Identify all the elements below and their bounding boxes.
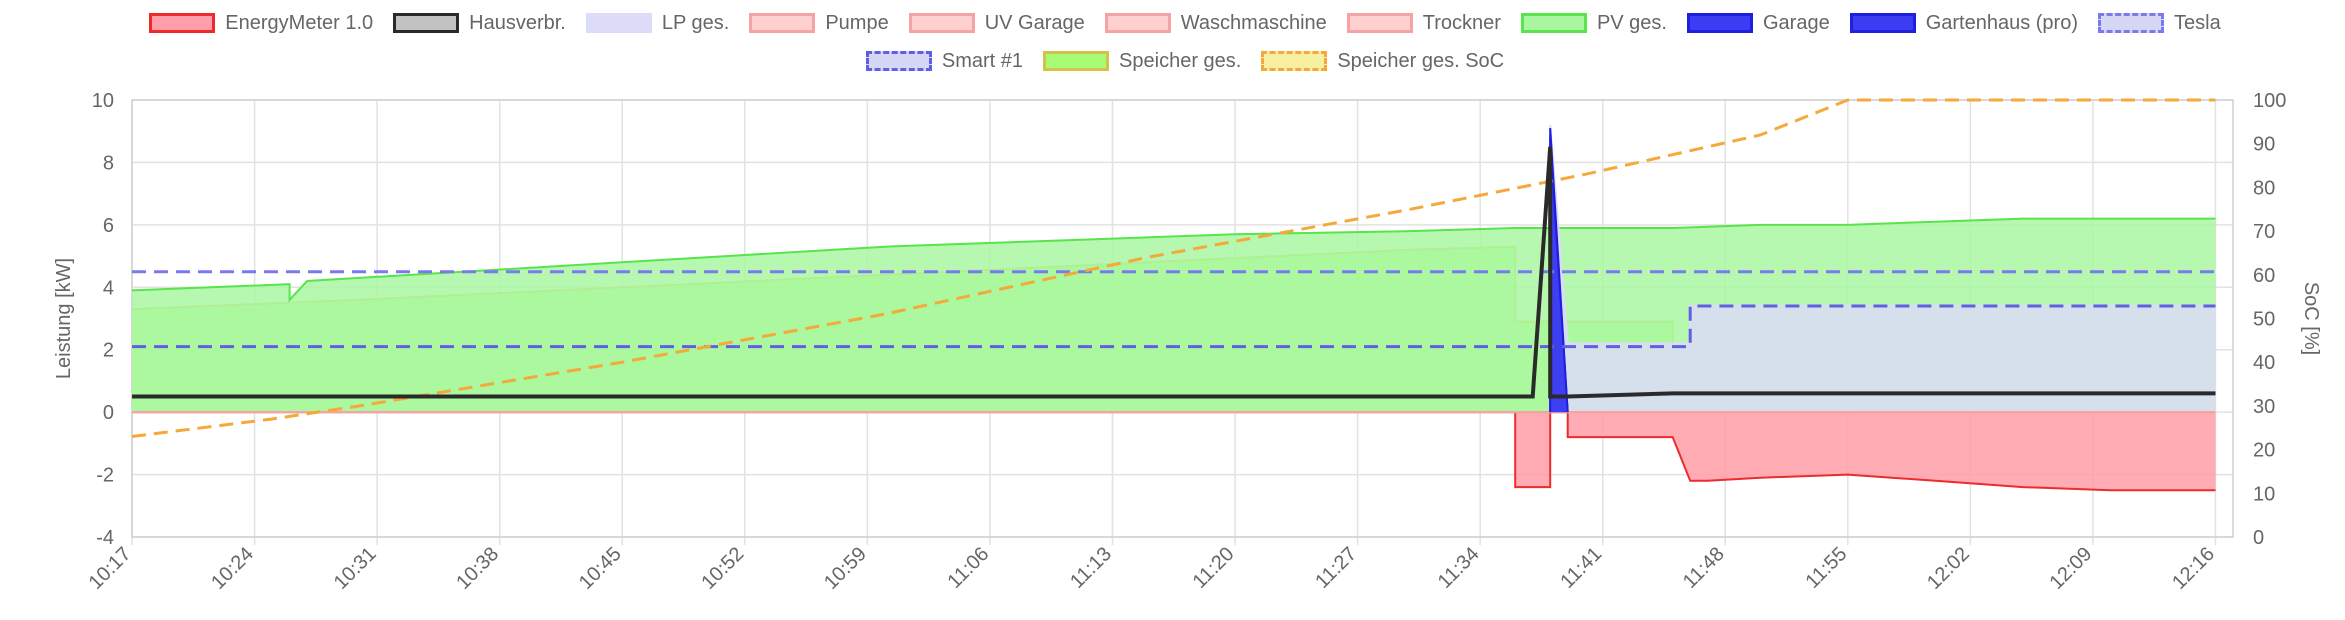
y-tick-label-left: 0 xyxy=(103,402,114,424)
y-axis-label-right: SoC [%] xyxy=(2300,282,2322,355)
x-tick-label: 10:31 xyxy=(330,543,381,594)
y-tick-label-left: 4 xyxy=(103,277,114,299)
x-tick-label: 12:09 xyxy=(2046,543,2097,594)
x-tick-label: 10:38 xyxy=(452,543,503,594)
legend-swatch xyxy=(2098,13,2164,33)
y-tick-label-right: 80 xyxy=(2253,177,2275,199)
legend-label: Pumpe xyxy=(825,11,889,34)
legend-swatch xyxy=(749,13,816,33)
legend-item[interactable]: Speicher ges. SoC xyxy=(1261,48,1504,74)
legend-label: Waschmaschine xyxy=(1180,11,1327,34)
legend-swatch xyxy=(1346,13,1413,33)
series-line-smart-1 xyxy=(132,304,2216,349)
y-tick-label-right: 10 xyxy=(2253,483,2275,505)
y-tick-label-right: 30 xyxy=(2253,396,2275,418)
x-tick-label: 11:41 xyxy=(1556,543,1606,593)
x-tick-label: 12:02 xyxy=(1923,543,1974,594)
legend-item[interactable]: EnergyMeter 1.0 xyxy=(149,10,373,36)
legend-item[interactable]: Tesla xyxy=(2098,10,2221,36)
x-tick-label: 11:06 xyxy=(944,543,994,593)
legend-swatch xyxy=(865,51,932,71)
legend-label: Tesla xyxy=(2174,11,2221,34)
legend-item[interactable]: Garage xyxy=(1686,10,1830,36)
legend-item[interactable]: Smart #1 xyxy=(865,48,1024,74)
y-tick-label-right: 50 xyxy=(2253,309,2275,331)
series-line-speicher-ges-soc xyxy=(131,98,2216,438)
x-tick-label: 11:13 xyxy=(1066,543,1116,593)
series-layer xyxy=(131,98,2216,492)
legend-label: Gartenhaus (pro) xyxy=(1925,11,2078,34)
y-tick-label-left: -2 xyxy=(96,465,114,487)
legend-label: LP ges. xyxy=(661,11,730,34)
legend-swatch xyxy=(1849,13,1916,33)
y-tick-label-left: 6 xyxy=(103,215,114,237)
legend-item[interactable]: Pumpe xyxy=(749,10,889,36)
y-tick-label-right: 60 xyxy=(2253,265,2275,287)
y-tick-label-right: 20 xyxy=(2253,440,2275,462)
legend-label: Speicher ges. SoC xyxy=(1337,49,1505,72)
y-tick-label-right: 90 xyxy=(2253,134,2275,156)
x-tick-label: 11:34 xyxy=(1434,543,1484,593)
y-tick-label-left: 8 xyxy=(103,152,114,174)
legend-label: Garage xyxy=(1762,11,1830,34)
y-tick-label-right: 70 xyxy=(2253,221,2275,243)
legend-swatch xyxy=(1520,13,1587,33)
legend-item[interactable]: Hausverbr. xyxy=(393,10,566,36)
legend-label: Hausverbr. xyxy=(469,11,566,34)
legend-swatch xyxy=(908,13,975,33)
legend-swatch xyxy=(1104,13,1171,33)
x-tick-label: 10:59 xyxy=(820,543,871,594)
legend-item[interactable]: Trockner xyxy=(1346,10,1501,36)
x-tick-label: 11:48 xyxy=(1679,543,1729,593)
y-tick-label-right: 100 xyxy=(2253,90,2286,112)
legend-swatch xyxy=(1043,51,1110,71)
series-line-pv-ges xyxy=(131,217,2216,303)
x-tick-label: 10:24 xyxy=(207,543,258,594)
legend-label: Trockner xyxy=(1422,11,1501,34)
legend-swatch xyxy=(393,13,460,33)
legend-swatch xyxy=(1261,51,1328,71)
x-tick-label: 11:27 xyxy=(1311,543,1361,593)
legend-item[interactable]: Waschmaschine xyxy=(1104,10,1327,36)
legend-swatch xyxy=(585,13,652,33)
legend-swatch xyxy=(1686,13,1753,33)
legend-item[interactable]: UV Garage xyxy=(908,10,1085,36)
x-tick-label: 12:16 xyxy=(2168,543,2219,594)
x-tick-label: 10:45 xyxy=(575,543,626,594)
legend-item[interactable]: Gartenhaus (pro) xyxy=(1849,10,2078,36)
legend-swatch xyxy=(149,13,216,33)
legend-label: UV Garage xyxy=(984,11,1085,34)
legend-label: EnergyMeter 1.0 xyxy=(225,11,374,34)
y-tick-label-right: 40 xyxy=(2253,352,2275,374)
y-tick-label-left: 2 xyxy=(103,340,114,362)
x-tick-label: 10:17 xyxy=(85,543,136,594)
y-tick-label-left: -4 xyxy=(96,527,114,549)
y-axis-label-left: Leistung [kW] xyxy=(53,258,75,379)
legend-item[interactable]: Speicher ges. xyxy=(1043,48,1241,74)
legend-label: Smart #1 xyxy=(941,49,1024,72)
x-tick-label: 10:52 xyxy=(697,543,748,594)
legend-item[interactable]: LP ges. xyxy=(585,10,730,36)
series-line-hausverbr xyxy=(132,146,2216,399)
legend-item[interactable]: PV ges. xyxy=(1520,10,1667,36)
series-area-energymeter-1-0 xyxy=(132,412,2216,491)
x-tick-label: 11:55 xyxy=(1801,543,1851,593)
chart-legend: EnergyMeter 1.0 Hausverbr. LP ges. Pumpe UV … xyxy=(100,10,2270,74)
legend-label: PV ges. xyxy=(1596,11,1667,34)
y-tick-label-left: 10 xyxy=(92,90,114,112)
legend-label: Speicher ges. xyxy=(1119,49,1242,72)
y-tick-label-right: 0 xyxy=(2253,527,2264,549)
x-tick-label: 11:20 xyxy=(1189,543,1239,593)
series-area-lp-ges xyxy=(132,125,2216,413)
